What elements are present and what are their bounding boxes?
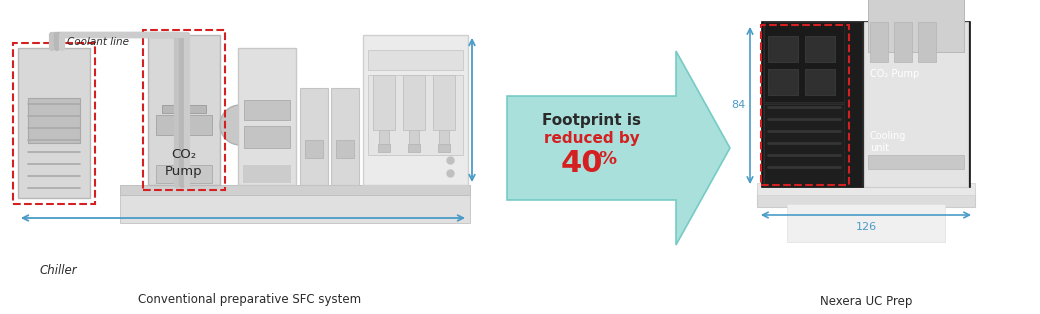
Text: %: % [598, 150, 617, 168]
Text: 84: 84 [731, 100, 745, 110]
Bar [805, 69, 835, 95]
Bar [300, 88, 328, 185]
Bar [368, 75, 463, 155]
Bar [120, 185, 470, 195]
Text: CO₂
Pump: CO₂ Pump [165, 148, 203, 178]
Bar [18, 48, 90, 198]
Bar [244, 126, 290, 148]
Bar [787, 204, 945, 242]
Bar [438, 144, 450, 152]
Bar [368, 50, 463, 70]
Bar [305, 140, 323, 158]
Text: Chiller: Chiller [40, 263, 77, 277]
Bar [120, 195, 470, 223]
Bar [918, 22, 936, 62]
Bar [363, 35, 468, 185]
Text: Nexera UC Prep: Nexera UC Prep [820, 295, 912, 308]
Bar [864, 22, 968, 187]
Bar [148, 35, 220, 185]
Text: 40: 40 [561, 149, 603, 178]
Bar [768, 36, 798, 62]
Text: Coolant line: Coolant line [67, 37, 129, 47]
Bar [409, 130, 419, 144]
Bar [162, 105, 206, 113]
Text: reduced by: reduced by [544, 131, 640, 145]
Bar [764, 104, 844, 187]
Bar [378, 144, 390, 152]
Bar [243, 165, 291, 183]
Bar [156, 115, 212, 135]
Text: Cooling
unit: Cooling unit [870, 131, 907, 153]
Bar [28, 98, 80, 143]
Bar [868, 0, 964, 52]
Bar [761, 25, 849, 185]
Circle shape [220, 105, 260, 145]
Polygon shape [508, 51, 730, 245]
Bar [844, 22, 862, 187]
Bar [373, 75, 395, 130]
Bar [870, 22, 888, 62]
Bar [244, 100, 290, 120]
Bar [757, 189, 976, 207]
Bar [768, 69, 798, 95]
Bar [331, 88, 359, 185]
Bar [762, 22, 970, 187]
Bar [238, 48, 296, 185]
Text: Footprint is: Footprint is [542, 112, 641, 127]
Bar [894, 22, 912, 62]
Bar [12, 43, 95, 204]
Bar [868, 155, 964, 169]
Text: 126: 126 [856, 222, 877, 232]
Bar [404, 75, 425, 130]
Bar [336, 140, 354, 158]
Text: CO₂ Pump: CO₂ Pump [870, 69, 919, 79]
Bar [805, 36, 835, 62]
Bar [144, 30, 225, 190]
Bar [439, 130, 449, 144]
Bar [408, 144, 420, 152]
Bar [379, 130, 389, 144]
Text: Conventional preparative SFC system: Conventional preparative SFC system [138, 294, 362, 306]
Bar [757, 183, 976, 195]
Bar [764, 22, 844, 102]
Bar [156, 165, 212, 183]
Bar [433, 75, 456, 130]
